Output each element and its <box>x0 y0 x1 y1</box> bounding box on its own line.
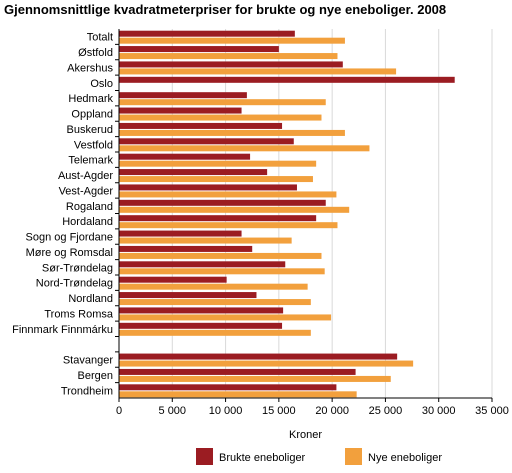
grid-lines <box>171 29 493 398</box>
bar-brukte <box>119 92 247 99</box>
bar-brukte <box>119 292 257 299</box>
category-label: Akershus <box>67 62 113 74</box>
bar-brukte <box>119 307 284 314</box>
category-labels: Totalt Østfold Akershus Oslo Hedmark Oppland B… <box>12 32 114 398</box>
bar-nye <box>119 129 345 136</box>
category-label: Oslo <box>90 78 113 90</box>
category-label: Stavanger <box>63 355 113 367</box>
bar-brukte <box>119 261 286 268</box>
bar-nye <box>119 206 350 213</box>
bar-brukte <box>119 184 297 191</box>
bar-brukte <box>119 122 283 129</box>
x-tick-label: 25 000 <box>369 405 403 417</box>
category-label: Nordland <box>68 293 113 305</box>
bar-nye <box>119 283 308 290</box>
x-axis-title: Kroner <box>289 429 322 441</box>
category-label: Rogaland <box>66 201 113 213</box>
category-label: Telemark <box>68 155 113 167</box>
category-label: Vest-Agder <box>59 185 114 197</box>
bar-nye <box>119 145 370 152</box>
bar-brukte <box>119 368 356 375</box>
bar-brukte <box>119 153 251 160</box>
bar-brukte <box>119 230 242 237</box>
bar-nye <box>119 99 326 106</box>
bar-brukte <box>119 30 295 37</box>
bar-nye <box>119 114 322 121</box>
category-label: Hedmark <box>68 93 113 105</box>
bar-brukte <box>119 322 283 329</box>
legend-swatch <box>345 448 362 465</box>
bars <box>119 30 455 398</box>
x-tick-label: 30 000 <box>422 405 456 417</box>
category-label: Møre og Romsdal <box>26 247 113 259</box>
bar-nye <box>119 237 292 244</box>
x-tick-labels: 0 5 000 10 000 15 000 20 000 25 000 30 000 35 0… <box>116 405 509 417</box>
category-label: Nord-Trøndelag <box>36 278 113 290</box>
category-label: Østfold <box>78 47 113 59</box>
x-tick-label: 10 000 <box>209 405 243 417</box>
bar-brukte <box>119 245 253 252</box>
bar-nye <box>119 391 357 398</box>
category-label: Vestfold <box>74 139 113 151</box>
bar-nye <box>119 53 338 60</box>
category-label: Sogn og Fjordane <box>26 232 113 244</box>
bar-nye <box>119 37 345 44</box>
bar-nye <box>119 314 332 321</box>
x-tick-label: 35 000 <box>475 405 509 417</box>
bar-nye <box>119 222 338 229</box>
bar-nye <box>119 268 325 275</box>
bar-brukte <box>119 169 268 176</box>
legend-label: Nye eneboliger <box>368 452 442 464</box>
category-label: Oppland <box>71 109 113 121</box>
category-label: Finnmark Finnmárku <box>12 324 113 336</box>
bar-nye <box>119 68 397 75</box>
x-tick-label: 5 000 <box>159 405 187 417</box>
legend: Brukte eneboliger Nye eneboliger <box>196 448 442 465</box>
bar-nye <box>119 299 311 306</box>
bar-brukte <box>119 199 326 206</box>
category-label: Hordaland <box>62 216 113 228</box>
bar-brukte <box>119 384 337 391</box>
bar-brukte <box>119 76 455 83</box>
bar-brukte <box>119 107 242 114</box>
bar-nye <box>119 329 311 336</box>
category-label: Sør-Trøndelag <box>42 262 113 274</box>
bar-nye <box>119 375 391 382</box>
bar-nye <box>119 252 322 259</box>
chart-title: Gjennomsnittlige kvadratmeterpriser for … <box>4 2 447 17</box>
category-label: Aust-Agder <box>58 170 113 182</box>
x-tick-label: 15 000 <box>262 405 296 417</box>
x-tick-label: 0 <box>116 405 122 417</box>
x-tick-label: 20 000 <box>315 405 349 417</box>
category-label: Buskerud <box>67 124 113 136</box>
axes <box>115 29 493 402</box>
bar-brukte <box>119 215 317 222</box>
legend-label: Brukte eneboliger <box>219 452 306 464</box>
bar-brukte <box>119 61 343 68</box>
bar-brukte <box>119 46 279 53</box>
bar-nye <box>119 160 317 167</box>
category-label: Bergen <box>78 370 113 382</box>
bar-brukte <box>119 353 398 360</box>
bar-nye <box>119 176 313 183</box>
category-label: Totalt <box>87 32 113 44</box>
bar-brukte <box>119 276 227 283</box>
legend-swatch <box>196 448 213 465</box>
category-label: Trondheim <box>61 385 113 397</box>
category-label: Troms Romsa <box>44 308 114 320</box>
bar-brukte <box>119 138 294 145</box>
bar-nye <box>119 191 337 198</box>
bar-nye <box>119 360 414 367</box>
